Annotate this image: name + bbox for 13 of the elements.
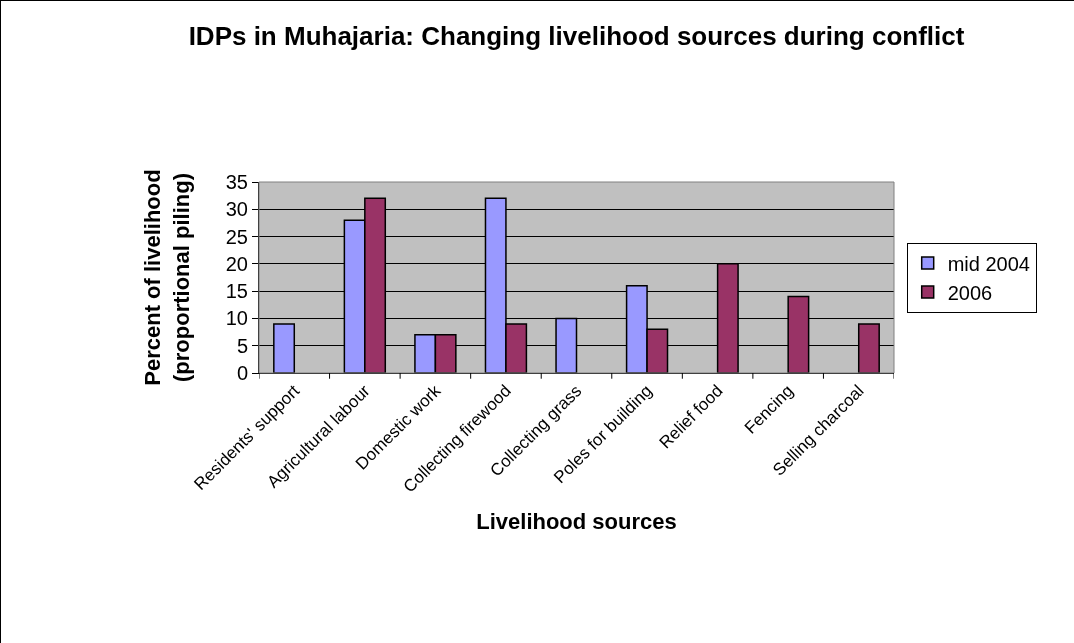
y-tick-label: 0 <box>236 362 248 384</box>
y-tick-label: 5 <box>236 334 248 357</box>
chart-title: IDPs in Muhajaria: Changing livelihood sources during conflict <box>188 20 965 51</box>
y-tick-label: 10 <box>225 307 248 330</box>
y-tick-label: 35 <box>225 171 248 193</box>
legend-label: mid 2004 <box>947 252 1030 275</box>
y-axis-title: Percent of livelihood (proportional piling) <box>139 169 194 386</box>
x-axis-title: Livelihood sources <box>476 509 677 535</box>
y-tick-label: 20 <box>225 252 248 275</box>
legend-label: 2006 <box>947 281 993 304</box>
y-tick-label: 30 <box>225 198 248 221</box>
y-tick-label: 15 <box>225 280 248 303</box>
y-tick-label: 25 <box>225 225 248 248</box>
